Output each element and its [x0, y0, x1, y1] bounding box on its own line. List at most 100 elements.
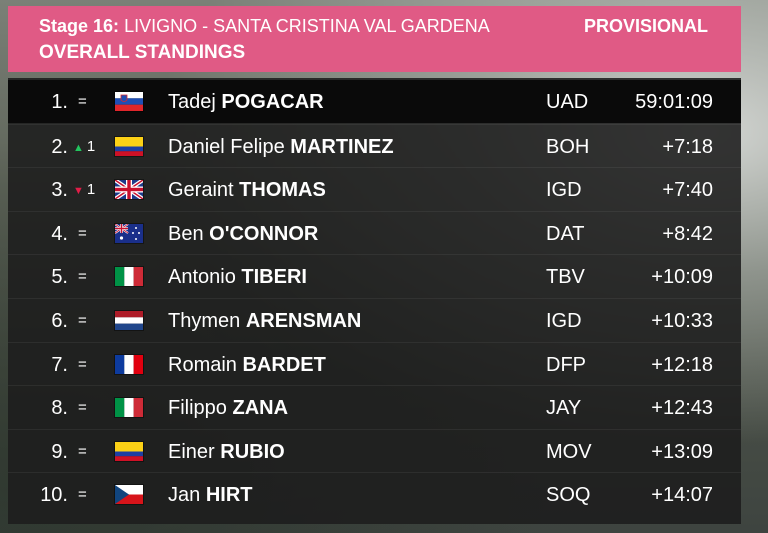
- rider-first-name: Daniel Felipe: [168, 135, 285, 158]
- standings-row: 8. = Filippo ZANA JAY +12:43: [8, 385, 741, 429]
- rank-change: ▼ 1: [73, 181, 111, 198]
- rider-last-name: HIRT: [205, 484, 253, 507]
- rider-name: Antonio TIBERI: [168, 266, 307, 289]
- rank-change-value: =: [78, 486, 87, 504]
- rider-name: Daniel Felipe MARTINEZ: [168, 136, 394, 159]
- rider-last-name: POGACAR: [221, 91, 324, 113]
- standings-row: 4. = Ben O'CONNOR DAT +8:42: [8, 210, 741, 255]
- team-code: IGD: [546, 310, 582, 332]
- rank-change-value: =: [78, 268, 87, 286]
- rank-change: =: [73, 486, 111, 503]
- team-code: DFP: [546, 353, 586, 376]
- netherlands-flag: [115, 311, 143, 330]
- rider-first-name: Antonio: [168, 266, 236, 289]
- rider-name: Romain BARDET: [168, 354, 326, 377]
- rank-position: 7.: [51, 353, 68, 376]
- time-gap: +14:07: [651, 484, 713, 507]
- rider-last-name: ARENSMAN: [245, 310, 362, 332]
- france-flag: [115, 354, 143, 374]
- rank-change: =: [73, 93, 111, 110]
- team-code: UAD: [546, 91, 589, 113]
- czech-flag: [115, 485, 143, 505]
- triangle-down-icon: ▼: [73, 185, 84, 198]
- rank-change: =: [73, 268, 111, 285]
- rider-last-name: O'CONNOR: [209, 222, 319, 245]
- rider-first-name: Tadej: [168, 91, 216, 113]
- rider-name: Geraint THOMAS: [168, 179, 326, 202]
- rider-last-name: MARTINEZ: [290, 135, 394, 158]
- time-gap: 59:01:09: [635, 91, 713, 113]
- rider-name: Thymen ARENSMAN: [168, 310, 361, 333]
- rank-change: ▲ 1: [73, 138, 111, 155]
- rider-last-name: BARDET: [242, 353, 326, 376]
- rank-change-value: =: [78, 93, 87, 110]
- rank-change: =: [73, 443, 111, 460]
- colombia-flag: [115, 441, 143, 461]
- standings-row: 10. = Jan HIRT SOQ +14:07: [8, 472, 741, 516]
- rider-first-name: Jan: [168, 484, 201, 507]
- rank-change: =: [73, 356, 111, 373]
- rank-position: 6.: [51, 310, 68, 332]
- rank-position: 2.: [51, 135, 68, 158]
- standings-row: 9. = Einer RUBIO MOV +13:09: [8, 428, 741, 473]
- rider-last-name: ZANA: [232, 397, 289, 420]
- standings-row: 5. = Antonio TIBERI TBV +10:09: [8, 254, 741, 298]
- rank-position: 9.: [51, 440, 68, 463]
- slovenia-flag: [115, 92, 143, 111]
- rank-change-value: 1: [86, 181, 96, 199]
- rank-position: 3.: [51, 179, 68, 202]
- time-gap: +8:42: [662, 222, 713, 245]
- rank-position: 8.: [51, 397, 68, 420]
- rider-name: Filippo ZANA: [168, 397, 288, 420]
- time-gap: +12:43: [651, 397, 713, 420]
- time-gap: +7:40: [662, 179, 713, 202]
- rank-change-value: =: [78, 442, 87, 460]
- team-code: IGD: [546, 179, 582, 202]
- time-gap: +13:09: [651, 440, 713, 463]
- rider-name: Jan HIRT: [168, 484, 252, 507]
- standings-row: 7. = Romain BARDET DFP +12:18: [8, 341, 741, 386]
- team-code: SOQ: [546, 484, 591, 507]
- team-code: JAY: [546, 397, 582, 420]
- italy-flag: [115, 267, 143, 287]
- time-gap: +7:18: [662, 135, 713, 158]
- rank-position: 4.: [51, 222, 68, 245]
- stage-line: Stage 16: LIVIGNO - SANTA CRISTINA VAL G…: [39, 16, 490, 37]
- rider-first-name: Geraint: [168, 179, 234, 202]
- rank-change: =: [73, 225, 111, 242]
- australia-flag: [115, 223, 143, 243]
- time-gap: +10:33: [651, 310, 713, 332]
- rider-last-name: RUBIO: [220, 440, 285, 463]
- standings-table: 1. = Tadej POGACAR UAD 59:01:09 2. ▲ 1 Daniel Fe…: [8, 78, 741, 524]
- time-gap: +12:18: [651, 353, 713, 376]
- rank-position: 5.: [51, 266, 68, 289]
- italy-flag: [115, 398, 143, 418]
- team-code: BOH: [546, 135, 590, 158]
- page-title: OVERALL STANDINGS: [39, 42, 246, 63]
- rank-position: 1.: [51, 91, 68, 113]
- standings-header: Stage 16: LIVIGNO - SANTA CRISTINA VAL G…: [8, 6, 741, 72]
- triangle-up-icon: ▲: [73, 141, 84, 154]
- provisional-badge: PROVISIONAL: [583, 16, 708, 36]
- rider-first-name: Einer: [168, 440, 215, 463]
- rank-change: =: [73, 399, 111, 416]
- rank-change: =: [73, 312, 111, 329]
- rank-change-value: 1: [86, 137, 96, 155]
- rank-change-value: =: [78, 355, 87, 373]
- rank-change-value: =: [78, 224, 87, 242]
- rank-change-value: =: [78, 312, 87, 329]
- uk-flag: [115, 180, 143, 200]
- standings-row: 2. ▲ 1 Daniel Felipe MARTINEZ BOH +7:18: [8, 123, 741, 168]
- rank-change-value: =: [78, 399, 87, 417]
- rider-name: Ben O'CONNOR: [168, 223, 318, 246]
- rider-first-name: Filippo: [168, 397, 227, 420]
- stage-label: Stage 16:: [39, 16, 120, 36]
- team-code: TBV: [546, 266, 585, 289]
- standings-row: 1. = Tadej POGACAR UAD 59:01:09: [8, 80, 741, 123]
- rider-first-name: Thymen: [168, 310, 241, 332]
- rider-name: Tadej POGACAR: [168, 91, 324, 114]
- standings-row: 3. ▼ 1 Geraint THOMAS IGD +7:40: [8, 167, 741, 211]
- rider-last-name: TIBERI: [241, 266, 307, 289]
- rider-first-name: Ben: [168, 222, 204, 245]
- time-gap: +10:09: [651, 266, 713, 289]
